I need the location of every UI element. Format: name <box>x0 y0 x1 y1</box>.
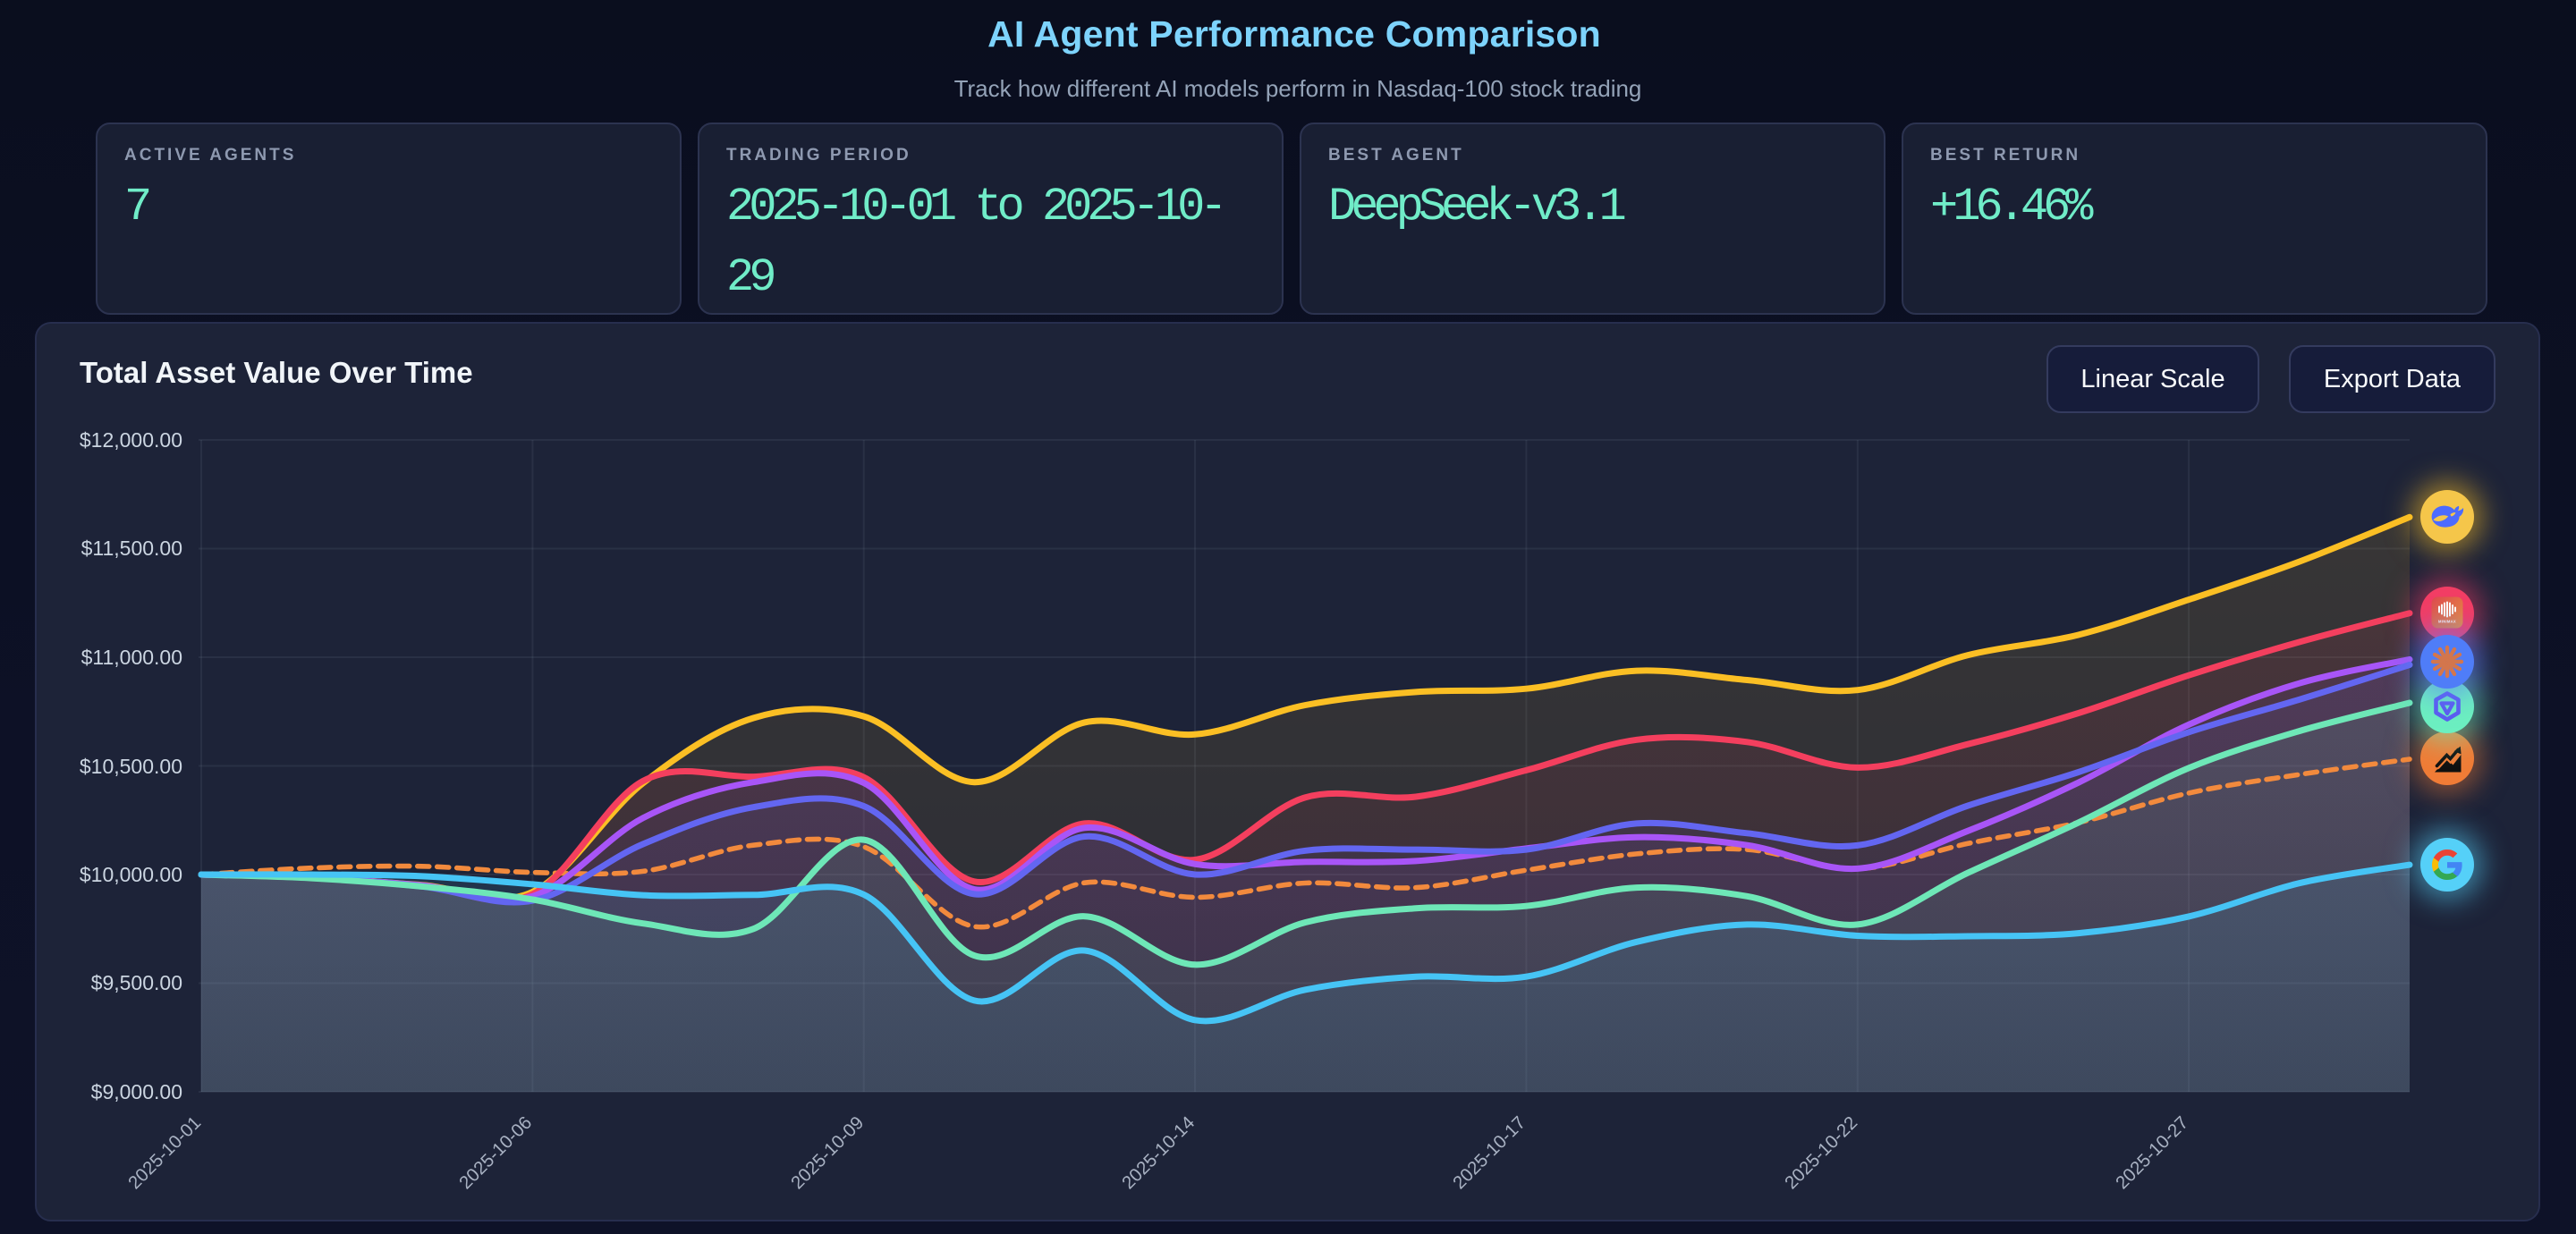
svg-text:MINIMAX: MINIMAX <box>2438 620 2456 624</box>
